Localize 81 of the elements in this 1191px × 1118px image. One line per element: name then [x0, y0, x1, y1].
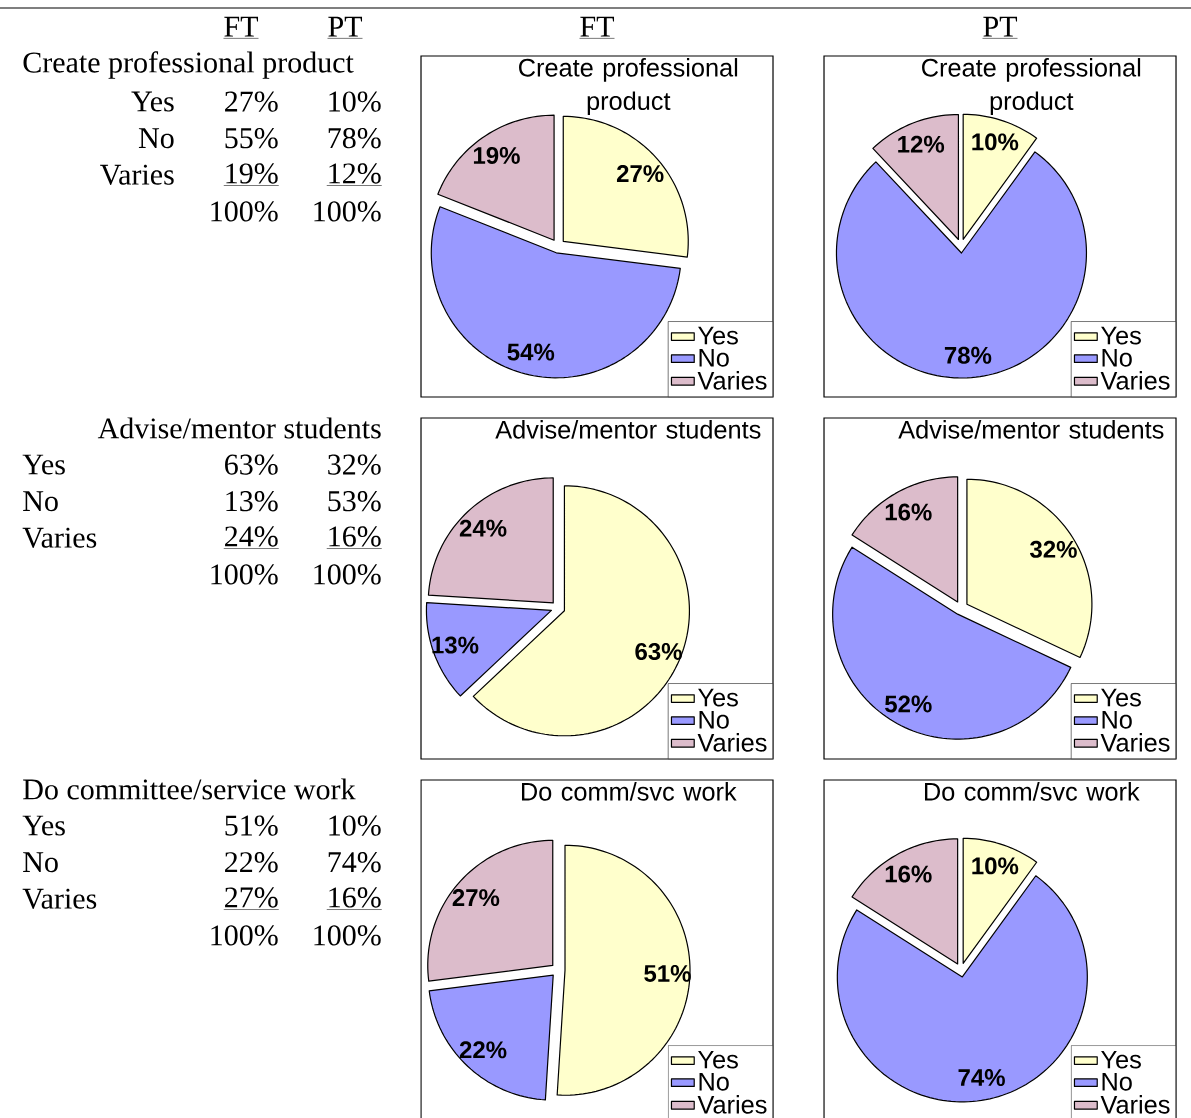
data-label: 13% — [432, 636, 479, 654]
text: 55% — [225, 128, 278, 149]
category-label: No — [23, 491, 58, 512]
legend-label: Varies — [1100, 1095, 1170, 1114]
text: 51% — [225, 815, 278, 836]
legend-label: No — [699, 1072, 729, 1091]
text: 12% — [329, 163, 381, 184]
text: 53% — [328, 491, 381, 512]
data-label: 54% — [507, 343, 555, 361]
data-label: 27% — [616, 165, 664, 183]
legend-label: Varies — [697, 1095, 767, 1114]
text: 74% — [328, 852, 381, 873]
text: 27% — [225, 91, 278, 112]
text: FT — [224, 16, 259, 37]
chart-title: Advise/mentor students — [898, 420, 1164, 439]
data-label: 74% — [958, 1069, 1005, 1087]
chart-subtitle: FT — [580, 16, 615, 37]
data-label: 22% — [459, 1041, 507, 1059]
text: 100% — [211, 925, 278, 946]
legend-label: Yes — [1101, 688, 1141, 707]
text: 19% — [226, 163, 278, 184]
legend-label: Yes — [1101, 1050, 1141, 1069]
legend-label: Yes — [1101, 326, 1141, 345]
chart-subtitle: PT — [983, 16, 1018, 37]
text: Do committee/service work — [23, 778, 356, 800]
data-label: 24% — [459, 519, 507, 537]
text: 10% — [329, 91, 381, 112]
category-label: Yes — [22, 454, 65, 475]
text: 27% — [225, 887, 278, 908]
category-label: Varies — [22, 888, 97, 909]
legend-label: Varies — [697, 733, 767, 752]
text: 22% — [225, 852, 278, 873]
data-label: 32% — [1029, 540, 1077, 558]
legend-label: Varies — [1100, 733, 1170, 752]
data-label: 27% — [452, 889, 500, 907]
category-label: Varies — [22, 527, 97, 548]
text: 63% — [225, 454, 278, 475]
data-label: 16% — [885, 503, 932, 521]
text: 100% — [314, 201, 381, 222]
text: 78% — [328, 128, 381, 149]
chart-title: Create professional product — [922, 58, 1141, 115]
data-label: 63% — [635, 642, 682, 661]
legend-label: Yes — [698, 326, 738, 345]
text: 100% — [314, 564, 381, 585]
data-label: 19% — [473, 146, 520, 164]
data-label: 12% — [898, 135, 945, 153]
chart-title: Advise/mentor students — [495, 420, 761, 439]
text: Create professional product — [23, 51, 354, 79]
legend-label: Yes — [698, 688, 738, 707]
text: 24% — [225, 526, 278, 547]
text: 100% — [211, 564, 278, 585]
legend-label: Varies — [697, 371, 767, 390]
legend-label: No — [1102, 1072, 1132, 1091]
text: 32% — [328, 454, 381, 475]
legend-label: No — [1102, 348, 1132, 367]
text: Advise/mentor students — [97, 417, 381, 439]
category-label: No — [138, 128, 174, 149]
chart-title: Do comm/svc work — [924, 782, 1140, 801]
legend-label: No — [699, 710, 729, 729]
text: 100% — [211, 201, 278, 222]
text: 16% — [329, 526, 381, 547]
chart-title: Create professional product — [519, 58, 738, 115]
legend-label: Varies — [1100, 371, 1170, 390]
data-label: 78% — [944, 346, 992, 364]
text: 10% — [329, 815, 381, 836]
text: 100% — [314, 925, 381, 946]
category-label: Yes — [131, 91, 174, 112]
text: 16% — [329, 887, 381, 908]
legend-label: No — [699, 348, 729, 367]
legend-label: Yes — [698, 1050, 738, 1069]
legend-label: No — [1102, 710, 1132, 729]
data-label: 10% — [972, 857, 1019, 875]
category-label: No — [23, 852, 58, 873]
data-label: 10% — [972, 133, 1019, 151]
chart-title: Do comm/svc work — [521, 782, 737, 801]
data-label: 52% — [884, 695, 932, 713]
data-label: 16% — [885, 865, 932, 883]
text: PT — [328, 16, 363, 37]
category-label: Yes — [22, 815, 65, 836]
text: 13% — [226, 491, 278, 512]
category-label: Varies — [100, 164, 174, 185]
